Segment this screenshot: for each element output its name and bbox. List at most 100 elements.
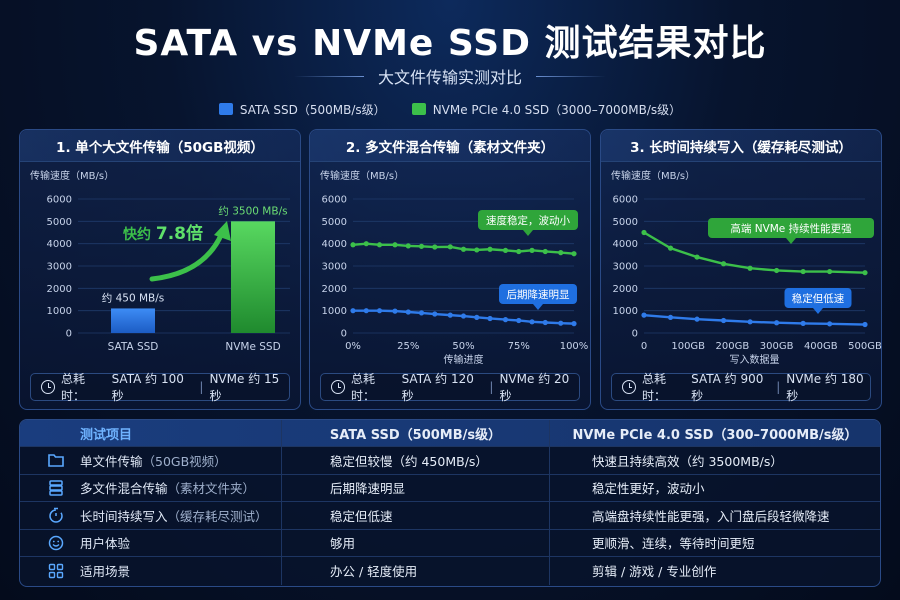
footer-separator: | [489, 380, 494, 394]
callout-pointer [786, 238, 796, 244]
row-item: 适用场景 [80, 561, 130, 580]
data-point-sata [418, 310, 425, 316]
row-item: 长时间持续写入（缓存耗尽测试） [80, 506, 268, 525]
data-point-sata [376, 308, 383, 314]
x-tick-label: 25% [397, 341, 419, 352]
footer-sata-time: SATA 约 100 秒 [111, 372, 184, 403]
row-item-sub: （素材文件夹） [167, 481, 256, 497]
data-point-sata [747, 319, 753, 325]
data-point-nvme [747, 265, 753, 271]
data-point-sata [432, 311, 438, 317]
y-tick-label: 0 [66, 329, 72, 340]
row-nvme: 稳定性更好，波动小 [592, 481, 705, 497]
legend-swatch-nvme [411, 103, 426, 115]
data-point-nvme [529, 247, 535, 253]
table-header-nvme: NVMe PCIe 4.0 SSD（300–7000MB/s级） [572, 427, 858, 443]
table-row: 长时间持续写入（缓存耗尽测试） 稳定但低速 高端盘持续性能更强，入门盘后段轻微降… [20, 502, 880, 530]
data-point-nvme [460, 246, 467, 252]
data-point-sata [558, 320, 564, 326]
y-tick-label: 0 [632, 329, 638, 340]
speedup-value: 7.8倍 [156, 223, 203, 244]
callout-text: 稳定但低速 [792, 292, 845, 305]
speedup-arrow [149, 230, 225, 282]
y-tick-label: 5000 [613, 217, 638, 228]
data-point-nvme [487, 246, 493, 252]
legend-item-sata: SATA SSD（500MB/s级） [218, 101, 386, 118]
y-axis-label: 传输速度（MB/s） [320, 169, 404, 182]
x-tick-label: NVMe SSD [225, 341, 280, 353]
y-axis-label: 传输速度（MB/s） [30, 169, 114, 182]
legend-label-nvme: NVMe PCIe 4.0 SSD（3000–7000MB/s级） [432, 102, 682, 117]
data-point-sata [694, 316, 700, 322]
panel-single-file: 1. 单个大文件传输（50GB视频） 传输速度（MB/s） 0 1000 2000 30… [19, 129, 301, 410]
data-point-nvme [502, 247, 509, 253]
panel-footer: 总耗时： SATA 约 100 秒 | NVMe 约 15 秒 [30, 372, 290, 403]
x-tick-label: SATA SSD [108, 341, 159, 353]
bar [111, 308, 155, 333]
y-tick-label: 6000 [47, 195, 72, 206]
subtitle-line-left [293, 75, 364, 77]
callout-box [499, 284, 577, 304]
y-tick-label: 1000 [613, 306, 638, 317]
data-point-nvme [800, 268, 806, 275]
row-item-sub: （50GB视频） [142, 453, 227, 469]
x-tick-label: 0 [641, 341, 647, 352]
data-point-nvme [447, 244, 453, 250]
data-point-sata [392, 308, 398, 314]
footer-separator: | [776, 380, 781, 394]
data-point-sata [447, 312, 453, 318]
x-tick-label: 100% [560, 341, 589, 352]
row-item-label: 多文件混合传输 [80, 481, 168, 497]
x-tick-label: 75% [508, 341, 530, 352]
bar-data-label: 约 3500 MB/s [218, 204, 287, 217]
clock-icon [331, 380, 345, 394]
panel-title: 1. 单个大文件传输（50GB视频） [20, 130, 300, 162]
data-point-sata [460, 313, 467, 319]
panel-mixed-files: 2. 多文件混合传输（素材文件夹） 传输速度（MB/s） 0 1000 2000 300… [309, 129, 591, 410]
x-tick-label: 500GB [848, 341, 882, 352]
row-nvme: 快速且持续高效（约 3500MB/s） [592, 453, 783, 469]
data-point-nvme [862, 270, 868, 276]
data-point-nvme [571, 251, 577, 257]
data-point-sata [516, 317, 522, 324]
panel-footer: 总耗时： SATA 约 900 秒 | NVMe 约 180 秒 [611, 372, 871, 403]
callout-pointer [813, 308, 823, 314]
table-row: 多文件混合传输（素材文件夹） 后期降速明显 稳定性更好，波动小 [20, 474, 880, 502]
row-item: 用户体验 [80, 533, 130, 552]
table-row: 用户体验 够用 更顺滑、连续，等待时间更短 [20, 529, 880, 557]
smile-icon [48, 535, 64, 551]
data-point-nvme [432, 244, 438, 250]
x-tick-label: 0% [345, 341, 361, 352]
y-tick-label: 5000 [322, 217, 347, 228]
row-nvme: 更顺滑、连续，等待时间更短 [592, 536, 755, 552]
data-point-sata [720, 317, 727, 324]
data-point-sata [350, 308, 356, 314]
y-tick-label: 6000 [613, 195, 638, 206]
data-point-nvme [392, 242, 398, 248]
legend-item-nvme: NVMe PCIe 4.0 SSD（3000–7000MB/s级） [411, 101, 682, 118]
row-item-label: 用户体验 [80, 536, 131, 552]
grid-icon [48, 563, 64, 579]
callout-pointer [533, 304, 543, 310]
data-point-nvme [667, 245, 674, 251]
data-point-nvme [720, 261, 727, 267]
data-point-sata [862, 321, 868, 328]
row-item: 单文件传输（50GB视频） [80, 451, 227, 470]
row-sata: 稳定但较慢（约 450MB/s） [282, 447, 550, 474]
x-tick-label: 400GB [804, 341, 838, 352]
legend-swatch-sata [218, 103, 233, 115]
row-item: 多文件混合传输（素材文件夹） [80, 478, 255, 497]
footer-separator: | [199, 380, 204, 394]
row-sata: 办公 / 轻度使用 [282, 557, 550, 585]
chart-single-file: 传输速度（MB/s） 0 1000 2000 3000 4000 5000 6000 约 450… [30, 169, 290, 353]
x-tick-label: 200GB [716, 341, 750, 352]
panel-footer: 总耗时： SATA 约 120 秒 | NVMe 约 20 秒 [320, 372, 580, 403]
clock-icon [622, 380, 636, 394]
callout: 后期降速明显 [499, 284, 577, 310]
table-row: 适用场景 办公 / 轻度使用 剪辑 / 游戏 / 专业创作 [20, 557, 880, 585]
legend: SATA SSD（500MB/s级） NVMe PCIe 4.0 SSD（300… [0, 99, 900, 119]
clock-icon [41, 380, 55, 394]
footer-nvme-time: NVMe 约 180 秒 [786, 372, 864, 403]
data-point-sata [474, 314, 480, 320]
y-tick-label: 3000 [322, 262, 347, 273]
